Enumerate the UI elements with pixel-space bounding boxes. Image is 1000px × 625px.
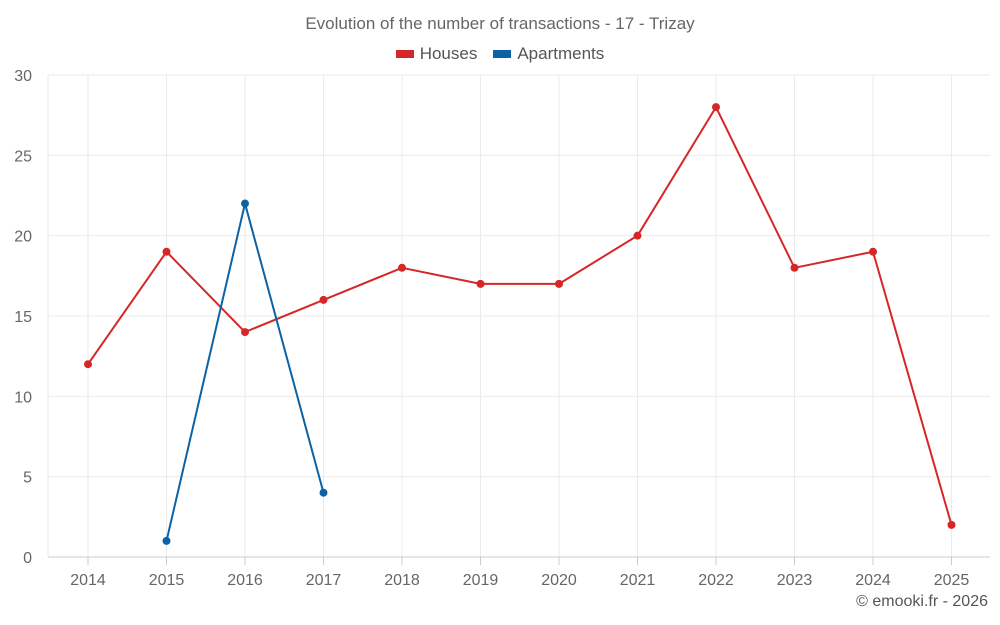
legend-label-apartments: Apartments <box>517 44 605 63</box>
data-point-houses[interactable] <box>712 103 720 112</box>
y-tick-label: 25 <box>14 148 32 165</box>
x-tick-label: 2019 <box>463 572 499 589</box>
x-tick-label: 2014 <box>70 572 106 589</box>
x-tick-label: 2021 <box>620 572 656 589</box>
data-point-houses[interactable] <box>319 295 328 304</box>
chart-legend: Houses Apartments <box>0 44 1000 64</box>
legend-item-apartments[interactable]: Apartments <box>493 44 604 64</box>
y-tick-label: 10 <box>14 389 32 406</box>
data-point-houses[interactable] <box>84 360 92 369</box>
x-tick-label: 2020 <box>541 572 577 589</box>
legend-item-houses[interactable]: Houses <box>395 44 478 64</box>
data-point-houses[interactable] <box>162 247 171 256</box>
x-tick-label: 2024 <box>855 572 891 589</box>
x-tick-label: 2023 <box>777 572 813 589</box>
data-point-houses[interactable] <box>947 520 956 529</box>
data-point-houses[interactable] <box>555 279 563 288</box>
data-point-apartments[interactable] <box>319 488 328 497</box>
legend-label-houses: Houses <box>419 44 478 63</box>
x-tick-label: 2022 <box>698 572 734 589</box>
x-tick-label: 2016 <box>227 572 263 589</box>
series-line-houses <box>87 106 953 526</box>
data-point-houses[interactable] <box>869 247 877 256</box>
data-point-houses[interactable] <box>633 231 642 240</box>
legend-swatch-apartments <box>493 50 512 58</box>
credit-text: © emooki.fr - 2026 <box>856 593 988 610</box>
x-tick-label: 2025 <box>934 572 970 589</box>
legend-swatch-houses <box>395 50 414 58</box>
data-point-apartments[interactable] <box>241 199 249 208</box>
data-point-houses[interactable] <box>241 328 249 337</box>
y-tick-label: 5 <box>23 470 32 487</box>
data-point-houses[interactable] <box>790 263 799 272</box>
data-point-houses[interactable] <box>476 279 485 288</box>
x-tick-label: 2018 <box>384 572 420 589</box>
chart-title: Evolution of the number of transactions … <box>305 14 695 33</box>
data-point-apartments[interactable] <box>162 536 171 545</box>
y-tick-label: 20 <box>14 229 32 246</box>
y-tick-label: 0 <box>23 550 32 567</box>
y-tick-label: 30 <box>14 68 32 85</box>
x-tick-label: 2017 <box>306 572 342 589</box>
y-tick-label: 15 <box>14 309 32 326</box>
data-point-houses[interactable] <box>398 263 406 272</box>
x-tick-label: 2015 <box>149 572 185 589</box>
